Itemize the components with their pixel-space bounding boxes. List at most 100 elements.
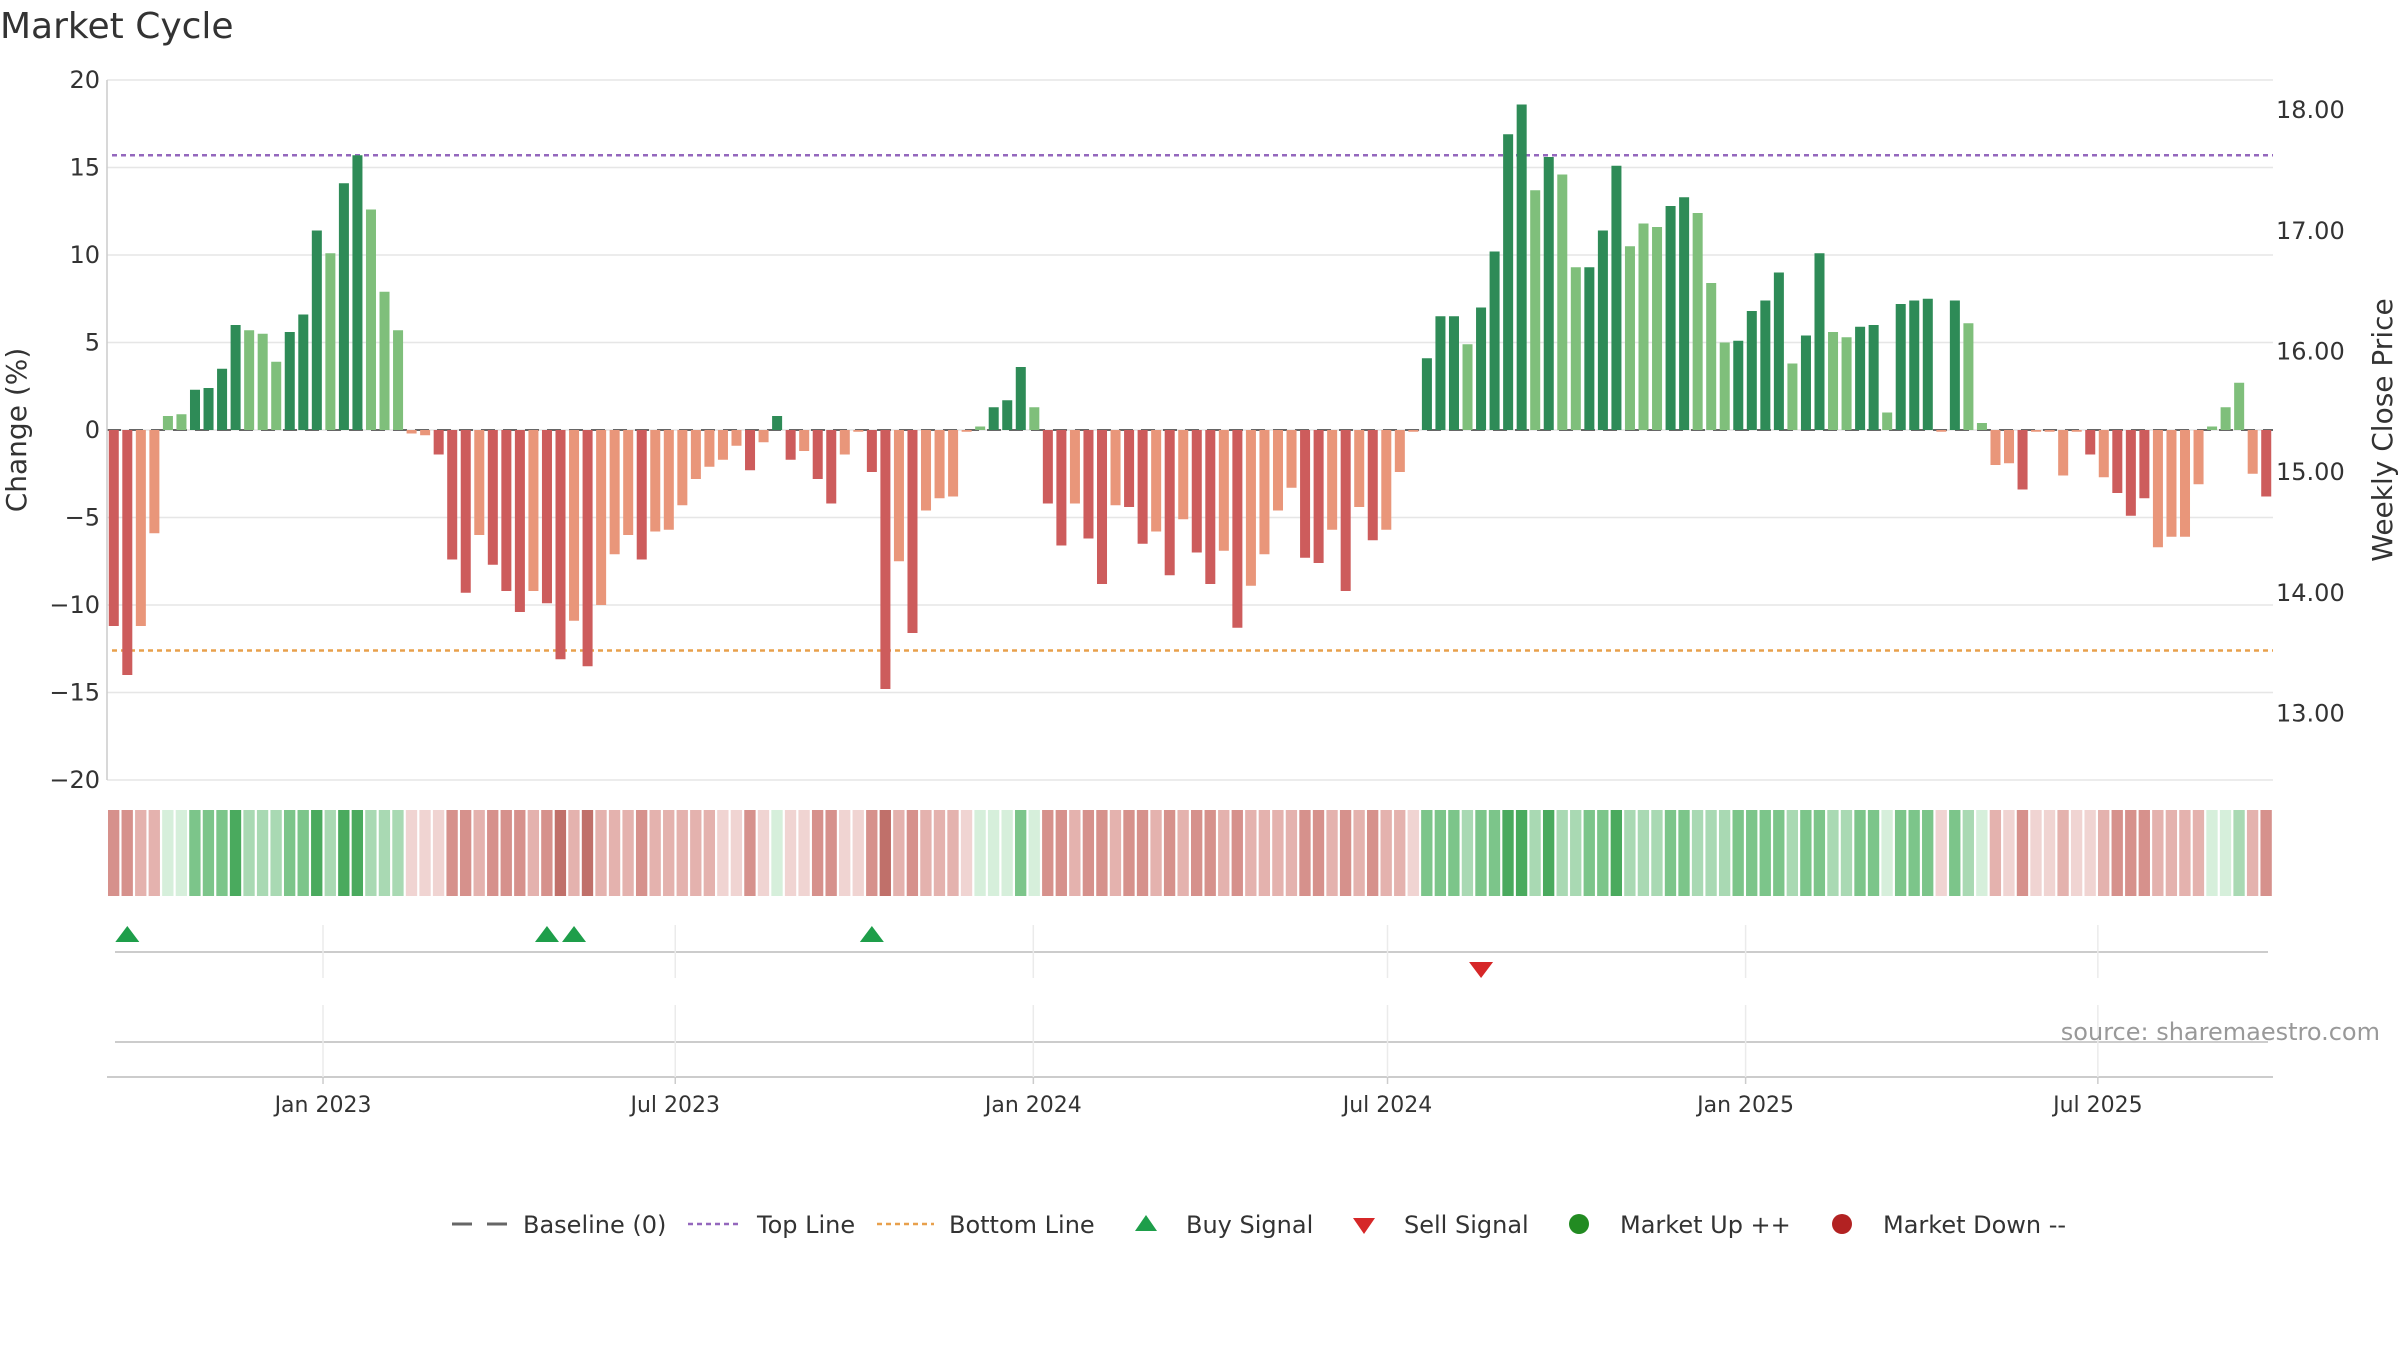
- change-bar: [1083, 430, 1094, 539]
- y-tick-label: 15: [69, 154, 100, 182]
- heat-cell: [2030, 810, 2042, 896]
- heat-cell: [1556, 810, 1568, 896]
- heat-cell: [866, 810, 878, 896]
- heat-cell: [2084, 810, 2096, 896]
- change-bar: [1597, 230, 1608, 430]
- heat-cell: [1150, 810, 1162, 896]
- change-bar: [406, 430, 417, 434]
- heat-cell: [1800, 810, 1812, 896]
- change-bar: [1110, 430, 1121, 506]
- change-bar: [176, 414, 187, 430]
- change-bar: [271, 361, 282, 430]
- heat-cell: [1637, 810, 1650, 896]
- change-bar: [1679, 197, 1690, 430]
- heat-cell: [690, 810, 702, 896]
- heat-cell: [1610, 810, 1622, 896]
- legend-market-up: Market Up ++: [1620, 1211, 1791, 1239]
- heat-cell: [852, 810, 864, 896]
- change-bar: [1855, 326, 1866, 430]
- change-bar: [1448, 316, 1459, 430]
- change-bar: [1584, 267, 1595, 430]
- heat-cell: [1055, 810, 1067, 896]
- heat-cell: [1218, 810, 1230, 896]
- heat-cell: [1597, 810, 1609, 896]
- heat-cell: [1813, 810, 1826, 896]
- change-bar: [745, 430, 756, 471]
- change-bar: [1963, 323, 1974, 430]
- heat-cell: [1163, 810, 1176, 896]
- change-bar: [1706, 283, 1717, 430]
- heat-cell: [1759, 810, 1771, 896]
- heat-cell: [1773, 810, 1785, 896]
- change-bar: [1435, 316, 1446, 430]
- heat-cell: [663, 810, 675, 896]
- change-bar: [1029, 407, 1040, 430]
- change-bar: [1949, 300, 1960, 430]
- heat-cell: [2070, 810, 2083, 896]
- cycle-heat-strip: [108, 810, 2272, 896]
- heat-cell: [487, 810, 499, 896]
- heat-cell: [1664, 810, 1677, 896]
- change-bar: [1990, 430, 2001, 465]
- heat-cell: [1894, 810, 1907, 896]
- heat-cell: [920, 810, 932, 896]
- heat-cell: [148, 810, 160, 896]
- change-bar: [514, 430, 525, 612]
- heat-cell: [879, 810, 891, 896]
- change-bar: [460, 430, 471, 593]
- heat-cell: [1312, 810, 1325, 896]
- heat-cell: [1299, 810, 1311, 896]
- heat-cell: [1529, 810, 1541, 896]
- heat-cell: [581, 810, 594, 896]
- change-bar: [1570, 267, 1581, 430]
- heat-cell: [1651, 810, 1663, 896]
- heat-cell: [771, 810, 783, 896]
- buy-signal-triangle: [562, 926, 587, 942]
- heat-cell: [189, 810, 201, 896]
- market-panel: [107, 1005, 2273, 1078]
- heat-cell: [893, 810, 905, 896]
- buy-signal-triangle: [115, 926, 140, 942]
- change-bar: [636, 430, 647, 560]
- heat-cell: [1488, 810, 1501, 896]
- heat-cell: [311, 810, 323, 896]
- change-bar: [1259, 430, 1270, 555]
- x-tick-label: Jan 2025: [1695, 1093, 1794, 1118]
- change-bar: [2058, 430, 2069, 476]
- heat-cell: [1908, 810, 1920, 896]
- heat-cell: [1001, 810, 1013, 896]
- change-bar: [1652, 227, 1663, 430]
- heat-cell: [933, 810, 946, 896]
- heat-cell: [1082, 810, 1095, 896]
- change-bar: [230, 325, 241, 430]
- change-bars: [108, 104, 2272, 689]
- x-axis-ticks: Jan 2023 Jul 2023 Jan 2024 Jul 2024 Jan 2025…: [273, 1077, 2143, 1118]
- y2-axis-title: Weekly Close Price: [2366, 298, 2399, 561]
- heat-cell: [1786, 810, 1798, 896]
- heat-cell: [1380, 810, 1392, 896]
- heat-cell: [1191, 810, 1203, 896]
- heat-cell: [1475, 810, 1487, 896]
- change-bar: [1354, 430, 1365, 507]
- change-bar: [1787, 363, 1798, 430]
- change-bar: [2071, 430, 2082, 432]
- heat-cell: [1624, 810, 1636, 896]
- heat-cell: [1881, 810, 1893, 896]
- heat-cell: [1326, 810, 1338, 896]
- change-bar: [1205, 430, 1216, 584]
- change-bar: [311, 230, 322, 430]
- change-bar: [812, 430, 823, 479]
- y-tick-label: 10: [69, 241, 100, 269]
- change-bar: [1557, 174, 1568, 430]
- change-bar: [2261, 430, 2272, 497]
- change-bar: [948, 430, 959, 497]
- heat-cell: [974, 810, 986, 896]
- change-bar: [298, 314, 309, 430]
- change-bar: [1814, 253, 1825, 430]
- heat-cell: [1840, 810, 1853, 896]
- heat-cell: [2260, 810, 2272, 896]
- heat-cell: [1989, 810, 2002, 896]
- heat-cell: [568, 810, 580, 896]
- heat-cell: [2165, 810, 2178, 896]
- change-bar: [352, 155, 363, 430]
